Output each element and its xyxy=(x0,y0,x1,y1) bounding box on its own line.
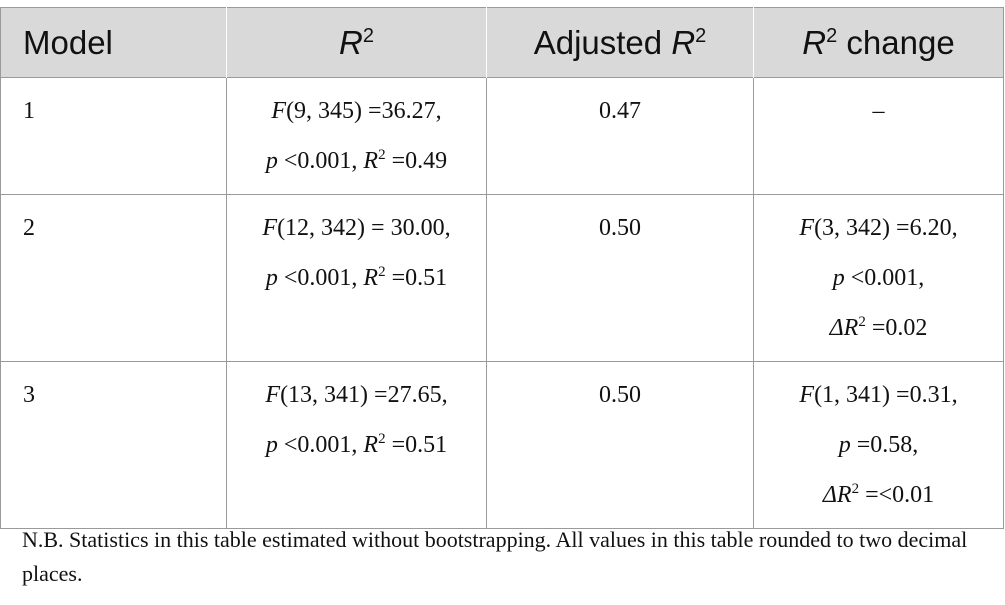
regression-table-container: Model R2 Adjusted R2 R2 change 1 F(9, 34… xyxy=(0,7,1005,529)
header-model: Model xyxy=(0,7,227,78)
r2-line1: F(9, 345) =36.27, xyxy=(271,98,442,124)
header-adjusted-r2: Adjusted R2 xyxy=(486,7,754,78)
change-line2: p =0.58, xyxy=(838,432,919,458)
change-line1: F(1, 341) =0.31, xyxy=(799,382,958,408)
header-adjusted-symbol: R xyxy=(671,23,696,61)
cell-adjusted: 0.47 xyxy=(486,77,754,195)
cell-r2: F(9, 345) =36.27, p <0.001, R2 =0.49 xyxy=(226,77,487,195)
cell-r2: F(12, 342) = 30.00, p <0.001, R2 =0.51 xyxy=(226,194,487,362)
cell-adjusted: 0.50 xyxy=(486,194,754,362)
r2-line2: p <0.001, R2 =0.51 xyxy=(265,431,448,459)
model-number: 1 xyxy=(23,98,35,124)
header-change-suffix: change xyxy=(837,23,955,61)
cell-change: F(3, 342) =6.20, p <0.001, ΔR2 =0.02 xyxy=(753,194,1004,362)
cell-adjusted: 0.50 xyxy=(486,361,754,529)
adjusted-value: 0.50 xyxy=(599,215,641,241)
header-adjusted-prefix: Adjusted xyxy=(533,23,672,61)
header-change-symbol: R xyxy=(802,23,827,61)
adjusted-value: 0.47 xyxy=(599,98,641,124)
cell-model: 3 xyxy=(0,361,227,529)
r2-line1: F(12, 342) = 30.00, xyxy=(262,215,451,241)
table-body: 1 F(9, 345) =36.27, p <0.001, R2 =0.49 0… xyxy=(0,77,1004,529)
r2-line2: p <0.001, R2 =0.51 xyxy=(265,264,448,292)
table-row: 2 F(12, 342) = 30.00, p <0.001, R2 =0.51… xyxy=(0,194,1004,362)
table-footnote: N.B. Statistics in this table estimated … xyxy=(22,527,968,586)
header-r2-sup: 2 xyxy=(362,24,374,47)
r2-line2: p <0.001, R2 =0.49 xyxy=(265,147,448,175)
header-adjusted-sup: 2 xyxy=(695,24,707,47)
adjusted-value: 0.50 xyxy=(599,382,641,408)
model-number: 3 xyxy=(23,382,35,408)
table-header: Model R2 Adjusted R2 R2 change xyxy=(0,7,1004,78)
cell-r2: F(13, 341) =27.65, p <0.001, R2 =0.51 xyxy=(226,361,487,529)
model-number: 2 xyxy=(23,215,35,241)
header-r2: R2 xyxy=(226,7,487,78)
table-row: 3 F(13, 341) =27.65, p <0.001, R2 =0.51 … xyxy=(0,361,1004,529)
table-row: 1 F(9, 345) =36.27, p <0.001, R2 =0.49 0… xyxy=(0,77,1004,195)
cell-change: – xyxy=(753,77,1004,195)
header-r2-symbol: R xyxy=(339,23,363,61)
cell-model: 1 xyxy=(0,77,227,195)
header-row: Model R2 Adjusted R2 R2 change xyxy=(0,7,1004,78)
header-change-sup: 2 xyxy=(826,24,838,47)
change-line2: p <0.001, xyxy=(832,265,925,291)
change-line3: ΔR2 =0.02 xyxy=(829,314,928,342)
cell-model: 2 xyxy=(0,194,227,362)
header-model-label: Model xyxy=(23,23,113,61)
cell-change: F(1, 341) =0.31, p =0.58, ΔR2 =<0.01 xyxy=(753,361,1004,529)
regression-table: Model R2 Adjusted R2 R2 change 1 F(9, 34… xyxy=(0,7,1004,529)
change-line1: – xyxy=(872,98,885,124)
change-line1: F(3, 342) =6.20, xyxy=(799,215,958,241)
header-r2-change: R2 change xyxy=(753,7,1004,78)
change-line3: ΔR2 =<0.01 xyxy=(822,481,935,509)
r2-line1: F(13, 341) =27.65, xyxy=(265,382,448,408)
